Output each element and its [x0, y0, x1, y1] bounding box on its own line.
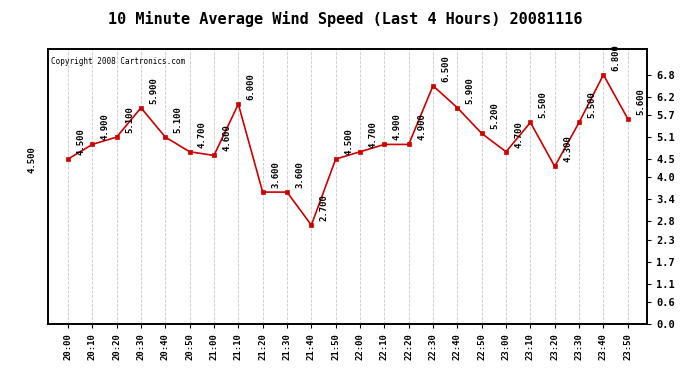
Text: 4.300: 4.300 [563, 135, 572, 162]
Text: 4.900: 4.900 [393, 113, 402, 140]
Text: 4.900: 4.900 [417, 113, 426, 140]
Text: Copyright 2008 Cartronics.com: Copyright 2008 Cartronics.com [52, 57, 186, 66]
Text: 4.500: 4.500 [77, 128, 86, 155]
Text: 5.100: 5.100 [125, 106, 134, 133]
Text: 5.500: 5.500 [587, 92, 596, 118]
Text: 4.700: 4.700 [368, 121, 377, 148]
Text: 5.100: 5.100 [174, 106, 183, 133]
Text: 5.200: 5.200 [490, 102, 499, 129]
Text: 5.900: 5.900 [149, 77, 158, 104]
Text: 6.500: 6.500 [442, 55, 451, 82]
Text: 2.700: 2.700 [319, 194, 328, 221]
Text: 5.600: 5.600 [636, 88, 645, 115]
Text: 4.700: 4.700 [198, 121, 207, 148]
Text: 6.800: 6.800 [612, 44, 621, 70]
Text: 4.700: 4.700 [514, 121, 524, 148]
Text: 4.500: 4.500 [28, 146, 37, 172]
Text: 3.600: 3.600 [271, 161, 280, 188]
Text: 3.600: 3.600 [295, 161, 304, 188]
Text: 4.900: 4.900 [101, 113, 110, 140]
Text: 4.500: 4.500 [344, 128, 353, 155]
Text: 5.500: 5.500 [539, 92, 548, 118]
Text: 5.900: 5.900 [466, 77, 475, 104]
Text: 6.000: 6.000 [246, 73, 256, 100]
Text: 4.600: 4.600 [222, 124, 231, 151]
Text: 10 Minute Average Wind Speed (Last 4 Hours) 20081116: 10 Minute Average Wind Speed (Last 4 Hou… [108, 11, 582, 27]
